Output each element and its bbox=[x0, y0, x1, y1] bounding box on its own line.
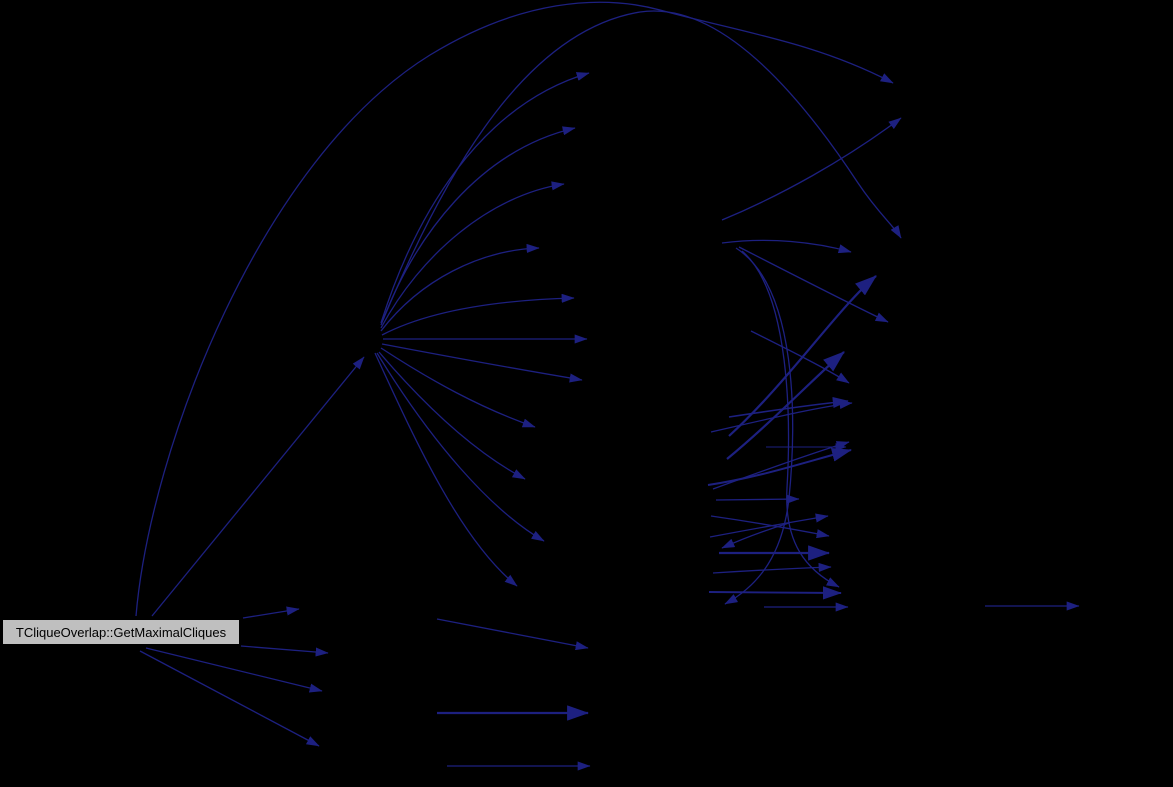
graph-edge bbox=[709, 513, 829, 538]
node-label: TCliqueOverlap::GetMaximalCliques bbox=[15, 624, 227, 640]
graph-edge bbox=[381, 293, 575, 336]
graph-edge bbox=[436, 618, 589, 651]
graph-edge bbox=[380, 347, 536, 428]
graph-edge bbox=[378, 351, 526, 480]
graph-edge bbox=[376, 352, 545, 542]
graph-edge bbox=[724, 247, 794, 605]
graph-edge bbox=[712, 562, 832, 574]
graph-edge bbox=[135, 1, 894, 617]
node-tcliqueoverlap-getmaximalcliques[interactable]: TCliqueOverlap::GetMaximalCliques bbox=[2, 619, 240, 645]
graph-edge bbox=[151, 356, 365, 617]
graph-edge bbox=[145, 647, 323, 693]
graph-edge bbox=[380, 72, 590, 324]
graph-edge bbox=[708, 586, 842, 600]
graph-edge bbox=[380, 126, 576, 326]
graph-edge bbox=[240, 645, 329, 657]
graph-edge bbox=[721, 522, 790, 549]
graph-edge bbox=[382, 10, 902, 321]
graph-edge bbox=[380, 181, 565, 329]
graph-edge bbox=[728, 275, 877, 437]
graph-edge bbox=[715, 494, 800, 504]
graph-edge bbox=[712, 441, 850, 490]
graph-edge bbox=[726, 351, 845, 460]
graph-edge bbox=[139, 650, 320, 747]
edge-layer bbox=[135, 1, 1080, 771]
graph-edge bbox=[721, 239, 852, 254]
graph-edge bbox=[710, 399, 853, 433]
graph-edge bbox=[750, 330, 850, 384]
graph-edge bbox=[738, 246, 889, 323]
graph-edge bbox=[707, 447, 852, 486]
graph-edge bbox=[242, 606, 300, 619]
graph-edge bbox=[721, 117, 902, 221]
graph-edge bbox=[380, 243, 540, 332]
graph-edge bbox=[741, 250, 840, 588]
graph-edge bbox=[728, 396, 849, 418]
graph-edge bbox=[374, 352, 518, 587]
graph-edge bbox=[381, 343, 583, 383]
